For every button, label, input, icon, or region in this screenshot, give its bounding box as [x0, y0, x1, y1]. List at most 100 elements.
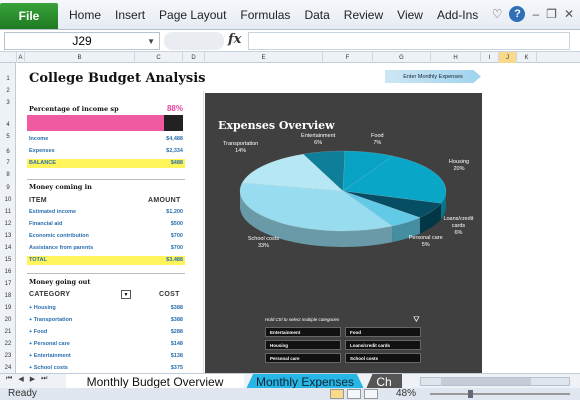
column-header[interactable]: D [183, 52, 205, 63]
pie-slice-food[interactable] [342, 150, 394, 192]
row-header[interactable]: 14 [4, 245, 12, 251]
column-header[interactable]: B [25, 52, 135, 63]
column-header[interactable]: K [517, 52, 537, 63]
slicer-item[interactable]: School costs [345, 353, 421, 363]
formula-bar-splitter[interactable] [164, 32, 224, 50]
clear-filter-icon[interactable]: ⛛ [413, 315, 420, 324]
page-layout-view-icon[interactable] [347, 389, 361, 399]
tab-view[interactable]: View [397, 8, 423, 22]
row-header[interactable]: 20 [4, 317, 12, 323]
row-header[interactable]: 9 [6, 185, 10, 191]
row-header[interactable]: 2 [6, 88, 10, 94]
pie-slice-personal-care[interactable] [342, 190, 421, 227]
row-header[interactable]: 13 [4, 233, 12, 239]
enter-monthly-expenses-button[interactable]: Enter Monthly Expenses [385, 70, 481, 83]
restore-icon[interactable]: ❐ [546, 7, 557, 21]
slicer-item[interactable]: Personal care [265, 353, 341, 363]
pie-slice-loans-credit-cards[interactable] [342, 190, 442, 218]
pie-side-housing [441, 191, 446, 220]
tab-formulas[interactable]: Formulas [240, 8, 291, 22]
collapse-ribbon-icon[interactable]: ♡ [491, 7, 503, 21]
file-tab-button[interactable]: File [0, 3, 58, 29]
sheet-nav-buttons: ⏮ ◀ ▶ ⏭ [6, 375, 47, 383]
amount-column-header: AMOUNT [148, 197, 181, 204]
scroll-thumb[interactable] [441, 378, 531, 385]
minimize-icon[interactable]: – [532, 7, 540, 21]
tab-data[interactable]: Data [304, 8, 330, 22]
name-box-value: J29 [72, 34, 92, 48]
category-filter-dropdown[interactable]: ▼ [121, 290, 131, 299]
expense-item-label: + Personal care [29, 341, 70, 347]
row-header[interactable]: 17 [4, 281, 12, 287]
prev-sheet-icon[interactable]: ◀ [18, 376, 24, 383]
slicer-item[interactable]: Loans/credit cards [345, 340, 421, 350]
zoom-slider-knob[interactable] [468, 390, 473, 398]
column-header[interactable]: G [373, 52, 431, 63]
pie-slice-housing[interactable] [342, 155, 447, 204]
expenses-chart-panel[interactable]: Expenses Overview Hold Ctrl to select mu… [205, 93, 482, 373]
pie-slice-entertainment[interactable] [302, 150, 346, 192]
close-icon[interactable]: ✕ [563, 7, 574, 21]
row-header[interactable]: 1 [6, 76, 10, 82]
row-header[interactable]: 18 [4, 293, 12, 299]
pie-slice-transportation[interactable] [241, 153, 344, 192]
row-header[interactable]: 7 [6, 160, 10, 166]
select-all-corner[interactable] [0, 52, 17, 63]
total-label: TOTAL [29, 257, 47, 263]
horizontal-scrollbar[interactable] [420, 377, 570, 386]
column-header-selected[interactable]: J [499, 52, 517, 63]
row-header[interactable]: 21 [4, 329, 12, 335]
sheet-tab-monthly-budget-overview[interactable]: Monthly Budget Overview [66, 374, 244, 389]
income-item-label: Financial aid [29, 221, 63, 227]
slicer-item[interactable]: Housing [265, 340, 341, 350]
pie-slice-school-costs[interactable] [239, 182, 393, 232]
last-sheet-icon[interactable]: ⏭ [41, 375, 48, 382]
column-header[interactable]: E [205, 52, 323, 63]
page-break-view-icon[interactable] [364, 389, 378, 399]
row-header[interactable]: 19 [4, 305, 12, 311]
row-header[interactable]: 22 [4, 341, 12, 347]
row-header[interactable]: 6 [6, 149, 10, 155]
normal-view-icon[interactable] [330, 389, 344, 399]
sheet-tab-chart[interactable]: Ch [366, 374, 402, 389]
row-header[interactable]: 24 [4, 365, 12, 371]
pie-label-food: Food 7% [371, 133, 384, 146]
column-header[interactable]: A [17, 52, 25, 63]
zoom-slider[interactable] [430, 390, 570, 398]
column-header[interactable]: F [323, 52, 373, 63]
insert-function-icon[interactable]: fx [228, 32, 242, 47]
row-header[interactable]: 23 [4, 353, 12, 359]
slicer-item[interactable]: Food [345, 327, 421, 337]
zoom-level[interactable]: 48% [396, 388, 417, 399]
column-header[interactable]: H [431, 52, 481, 63]
row-header[interactable]: 12 [4, 221, 12, 227]
tab-insert[interactable]: Insert [115, 8, 146, 22]
row-header[interactable]: 4 [6, 122, 10, 128]
row-header[interactable]: 8 [6, 172, 10, 178]
tab-review[interactable]: Review [343, 8, 384, 22]
row-header[interactable]: 3 [6, 100, 10, 106]
expenses-pie-chart [239, 150, 447, 247]
expense-item-value: $388 [170, 305, 183, 311]
sheet-tab-monthly-expenses[interactable]: Monthly Expenses [246, 374, 364, 389]
help-icon[interactable]: ? [509, 6, 526, 22]
tab-add-ins[interactable]: Add-Ins [436, 8, 479, 22]
slicer-item[interactable]: Entertainment [265, 327, 341, 337]
row-header[interactable]: 16 [4, 269, 12, 275]
worksheet-grid[interactable]: College Budget Analysis Enter Monthly Ex… [17, 63, 580, 373]
next-sheet-icon[interactable]: ▶ [29, 376, 36, 383]
row-header[interactable]: 10 [4, 197, 12, 203]
row-header[interactable]: 15 [4, 257, 12, 263]
tab-home[interactable]: Home [69, 8, 102, 22]
ribbon-tab-list: Home Insert Page Layout Formulas Data Re… [62, 0, 485, 30]
formula-input[interactable] [248, 32, 570, 50]
row-header[interactable]: 5 [6, 134, 10, 140]
chevron-down-icon[interactable]: ▼ [147, 36, 155, 46]
column-header[interactable]: C [135, 52, 183, 63]
row-header[interactable]: 11 [4, 209, 12, 215]
ribbon-tabs-bar: File Home Insert Page Layout Formulas Da… [0, 0, 580, 30]
first-sheet-icon[interactable]: ⏮ [6, 375, 13, 382]
name-box[interactable]: J29 ▼ [4, 32, 160, 50]
tab-page-layout[interactable]: Page Layout [159, 8, 227, 22]
column-header[interactable]: I [481, 52, 499, 63]
